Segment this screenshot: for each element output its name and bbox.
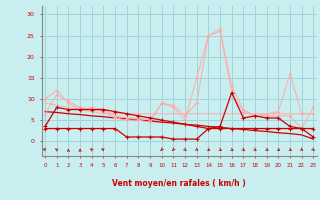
X-axis label: Vent moyen/en rafales ( km/h ): Vent moyen/en rafales ( km/h ) [112,179,246,188]
